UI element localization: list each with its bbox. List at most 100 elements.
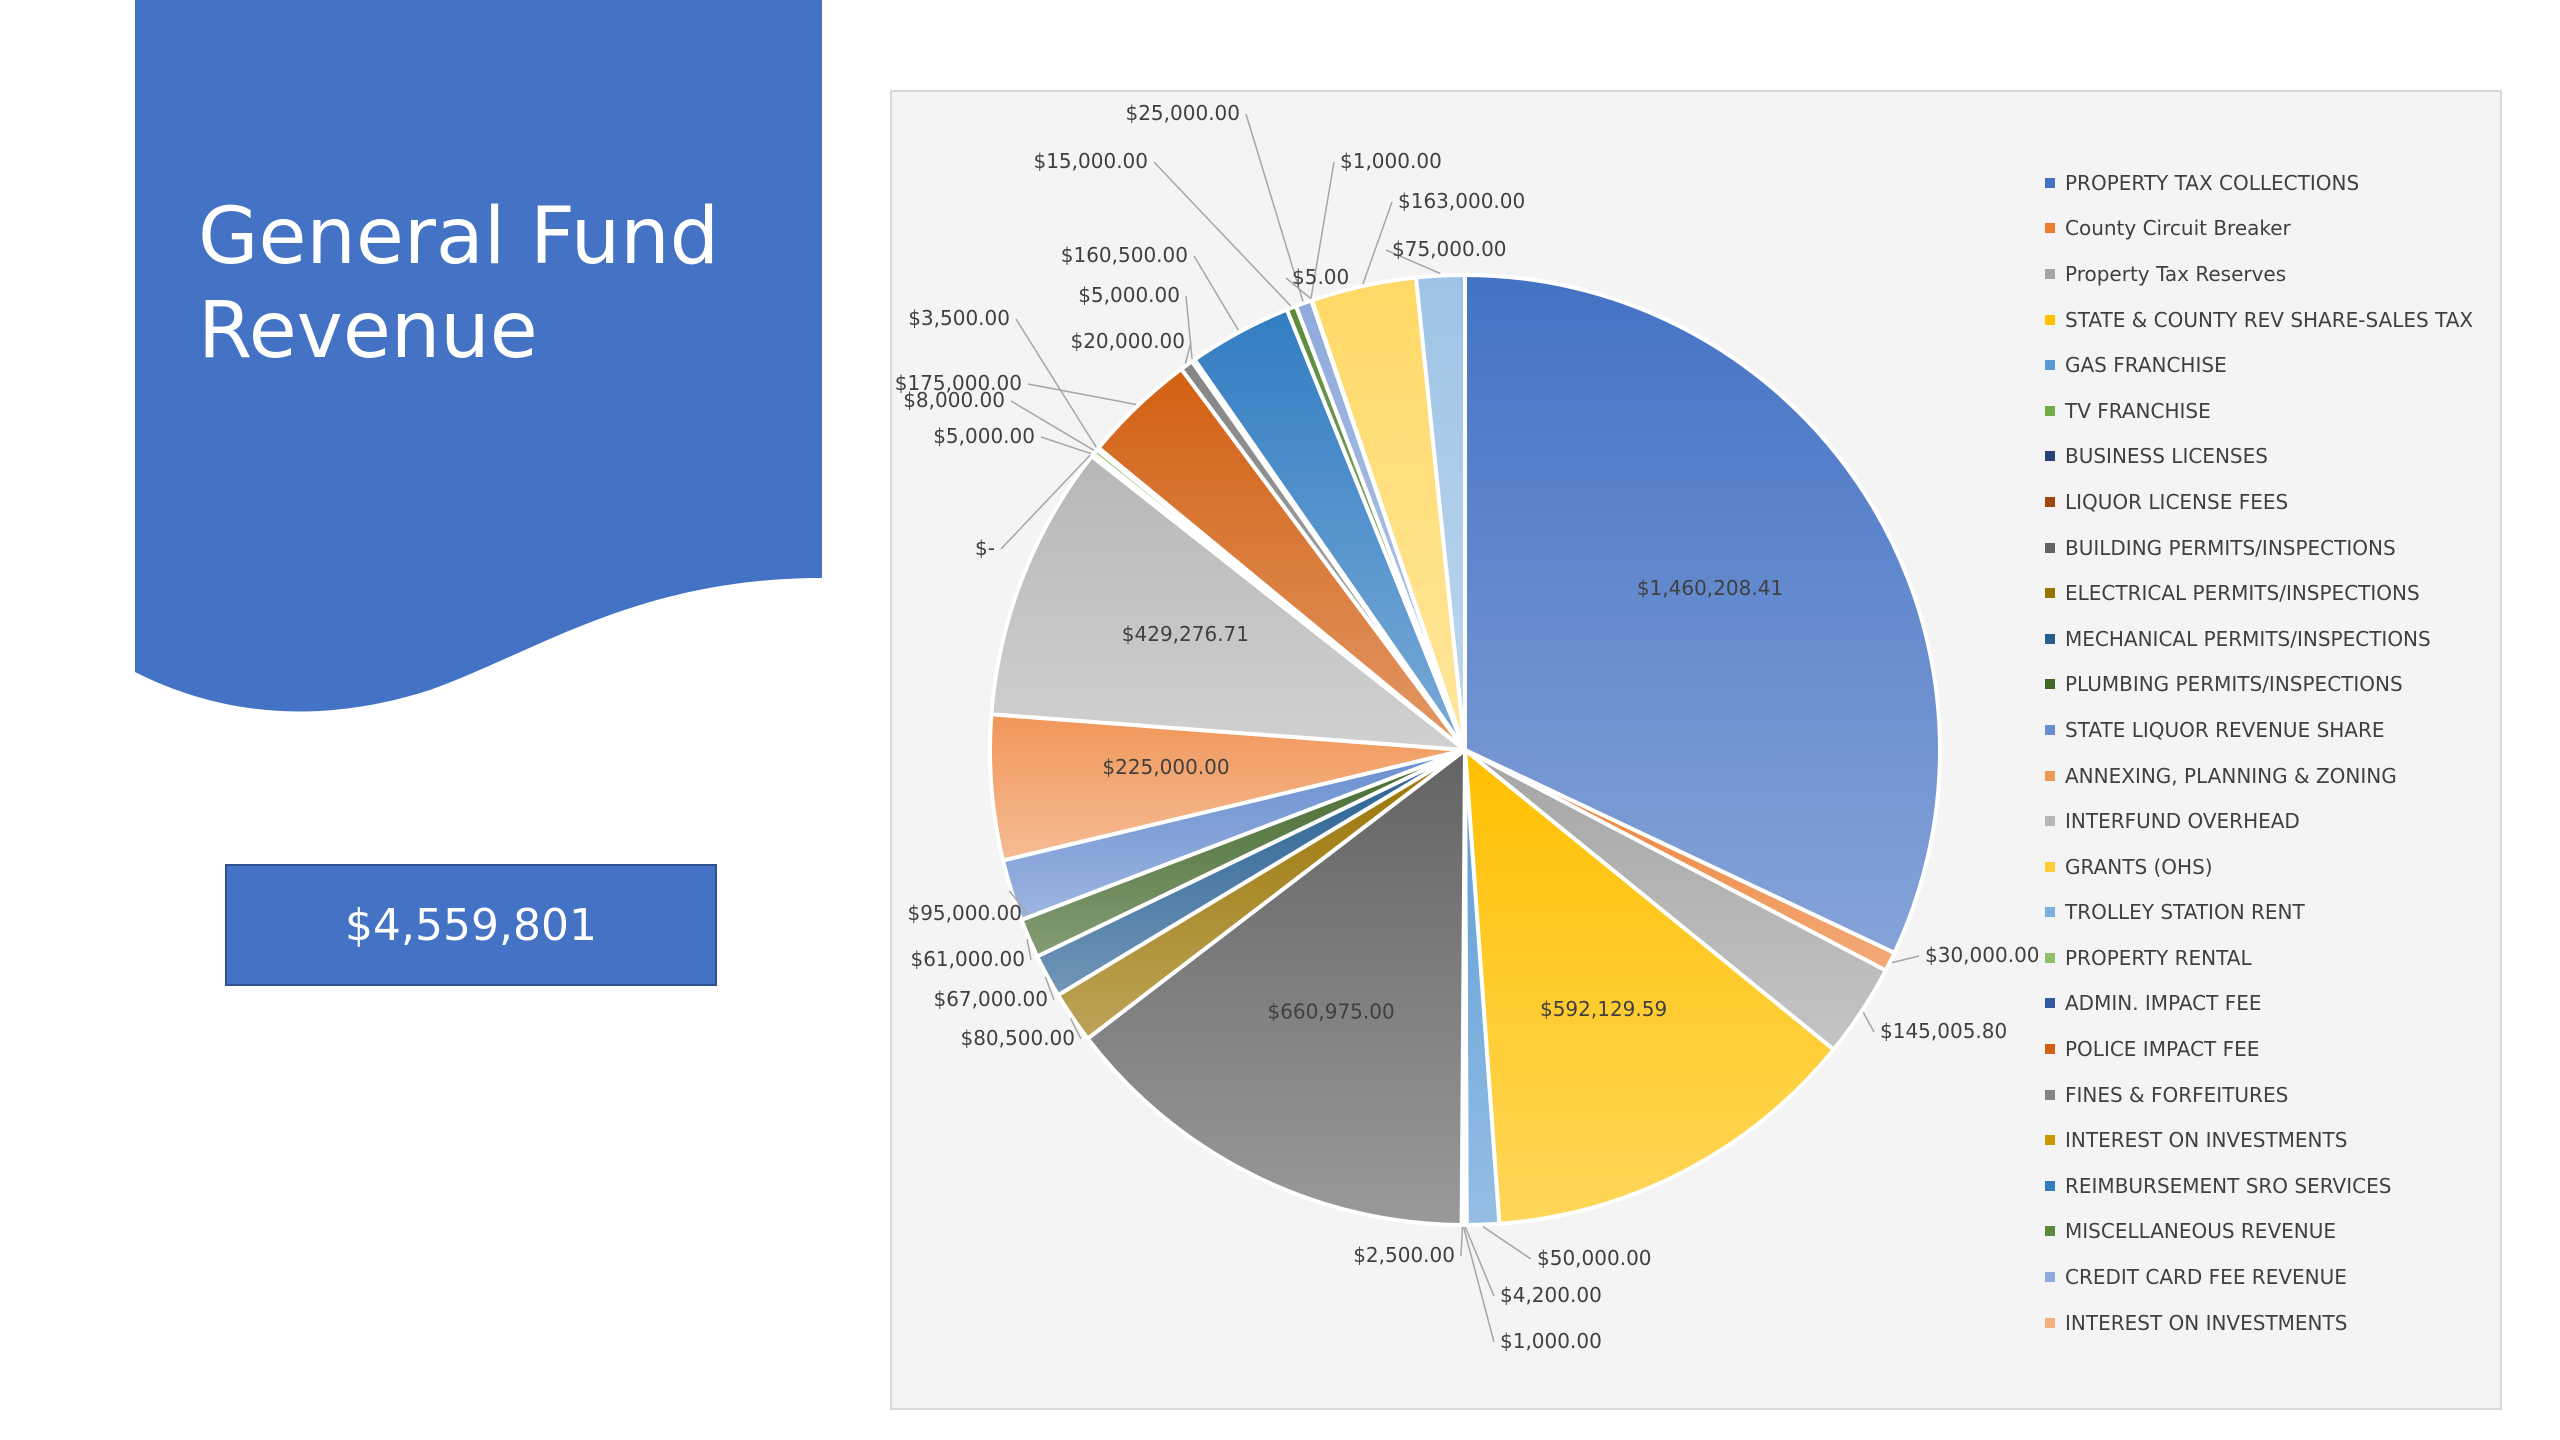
legend-label: STATE & COUNTY REV SHARE-SALES TAX [2065, 307, 2474, 332]
legend-label: GRANTS (OHS) [2065, 854, 2213, 879]
leader-line [1153, 161, 1292, 307]
legend-label: GAS FRANCHISE [2065, 353, 2227, 378]
legend-item: MECHANICAL PERMITS/INSPECTIONS [2045, 616, 2485, 662]
data-label: $67,000.00 [933, 987, 1048, 1011]
pie-slice-shade [990, 714, 1465, 861]
legend-swatch [2045, 1272, 2055, 1283]
pie-slice-shade [1091, 453, 1465, 750]
data-label: $20,000.00 [1070, 329, 1185, 353]
leader-line [1462, 1226, 1495, 1343]
legend-item: BUSINESS LICENSES [2045, 434, 2485, 480]
legend-label: BUILDING PERMITS/INSPECTIONS [2065, 535, 2396, 560]
legend-label: BUSINESS LICENSES [2065, 444, 2268, 469]
leader-line [1185, 295, 1193, 359]
data-label: $145,005.80 [1880, 1019, 2007, 1043]
legend-item: INTEREST ON INVESTMENTS [2045, 1300, 2485, 1346]
pie-slice-shade [991, 456, 1465, 750]
pie-slice-shade [1058, 750, 1465, 1039]
leader-line [1010, 400, 1095, 451]
legend-label: PROPERTY TAX COLLECTIONS [2065, 170, 2360, 195]
leader-line [1026, 938, 1032, 961]
leader-line [1000, 454, 1091, 550]
legend-item: FINES & FORFEITURES [2045, 1072, 2485, 1118]
pie-slice-shade [1465, 750, 1834, 1224]
legend-swatch [2045, 907, 2055, 918]
data-label: $30,000.00 [1925, 943, 2040, 967]
legend-item: GAS FRANCHISE [2045, 342, 2485, 388]
legend-item: TV FRANCHISE [2045, 388, 2485, 434]
legend-swatch [2045, 588, 2055, 599]
legend-item: REIMBURSEMENT SRO SERVICES [2045, 1163, 2485, 1209]
data-label: $225,000.00 [1102, 755, 1229, 779]
legend-swatch [2045, 816, 2055, 827]
legend-swatch [2045, 314, 2055, 325]
data-label: $160,500.00 [1061, 243, 1188, 267]
data-label: $175,000.00 [895, 371, 1022, 395]
legend-swatch [2045, 998, 2055, 1009]
leader-line [1460, 1226, 1464, 1257]
legend-item: POLICE IMPACT FEE [2045, 1026, 2485, 1072]
legend-item: PROPERTY RENTAL [2045, 935, 2485, 981]
legend-item: ANNEXING, PLANNING & ZONING [2045, 753, 2485, 799]
legend-item: BUILDING PERMITS/INSPECTIONS [2045, 525, 2485, 571]
pie-slice-shade [1181, 361, 1465, 750]
pie-slice-shade [1463, 750, 1467, 1226]
legend-swatch [2045, 542, 2055, 553]
pie-slice-shade [1194, 309, 1465, 750]
legend-swatch [2045, 1089, 2055, 1100]
legend-label: FINES & FORFEITURES [2065, 1082, 2289, 1107]
legend-label: PLUMBING PERMITS/INSPECTIONS [2065, 672, 2403, 697]
leader-line [1245, 113, 1304, 302]
legend-swatch [2045, 724, 2055, 735]
legend-label: INTEREST ON INVESTMENTS [2065, 1310, 2348, 1335]
legend-item: CREDIT CARD FEE REVENUE [2045, 1254, 2485, 1300]
leader-line [1862, 1012, 1875, 1033]
leader-line [1891, 955, 1920, 964]
data-label: $61,000.00 [910, 947, 1025, 971]
data-label: $1,000.00 [1340, 149, 1442, 173]
legend-label: INTEREST ON INVESTMENTS [2065, 1128, 2348, 1153]
legend-label: Property Tax Reserves [2065, 261, 2287, 286]
legend-label: TROLLEY STATION RENT [2065, 900, 2305, 925]
legend-swatch [2045, 1317, 2055, 1328]
data-label: $95,000.00 [907, 901, 1022, 925]
leader-line [1464, 1226, 1495, 1297]
legend-swatch [2045, 496, 2055, 507]
page-title: General Fund Revenue [198, 192, 720, 376]
leader-line [1482, 1226, 1532, 1260]
pie-slice-shade [1093, 449, 1465, 750]
pie-slice-shade [1037, 750, 1465, 996]
leader-line [1008, 890, 1029, 915]
legend-label: ELECTRICAL PERMITS/INSPECTIONS [2065, 581, 2420, 606]
pie-slice-shade [1097, 447, 1465, 750]
legend-label: POLICE IMPACT FEE [2065, 1037, 2260, 1062]
legend-item: INTERFUND OVERHEAD [2045, 798, 2485, 844]
legend-label: County Circuit Breaker [2065, 216, 2291, 241]
legend-swatch [2045, 405, 2055, 416]
total-revenue-value: $4,559,801 [345, 899, 597, 951]
pie-slice-shade [1021, 750, 1465, 957]
legend-swatch [2045, 268, 2055, 279]
pie-slice-shade [1087, 750, 1465, 1225]
leader-line [1015, 318, 1097, 448]
legend-item: ELECTRICAL PERMITS/INSPECTIONS [2045, 570, 2485, 616]
data-label: $429,276.71 [1122, 622, 1249, 646]
leader-line [1044, 976, 1055, 1001]
legend-item: GRANTS (OHS) [2045, 844, 2485, 890]
legend-item: PROPERTY TAX COLLECTIONS [2045, 160, 2485, 206]
legend-label: STATE LIQUOR REVENUE SHARE [2065, 717, 2385, 742]
legend-label: ANNEXING, PLANNING & ZONING [2065, 763, 2397, 788]
legend-item: STATE & COUNTY REV SHARE-SALES TAX [2045, 297, 2485, 343]
data-label: $75,000.00 [1392, 237, 1507, 261]
legend-swatch [2045, 952, 2055, 963]
data-label: $1,000.00 [1500, 1329, 1602, 1353]
leader-line [1310, 161, 1335, 299]
data-label: $592,129.59 [1540, 997, 1667, 1021]
data-label: $660,975.00 [1267, 1000, 1394, 1024]
legend-swatch [2045, 1226, 2055, 1237]
pie-shading [990, 275, 1940, 1226]
leader-line [1385, 249, 1441, 275]
title-panel [135, 0, 822, 712]
leader-line [1027, 383, 1137, 406]
legend-item: MISCELLANEOUS REVENUE [2045, 1209, 2485, 1255]
